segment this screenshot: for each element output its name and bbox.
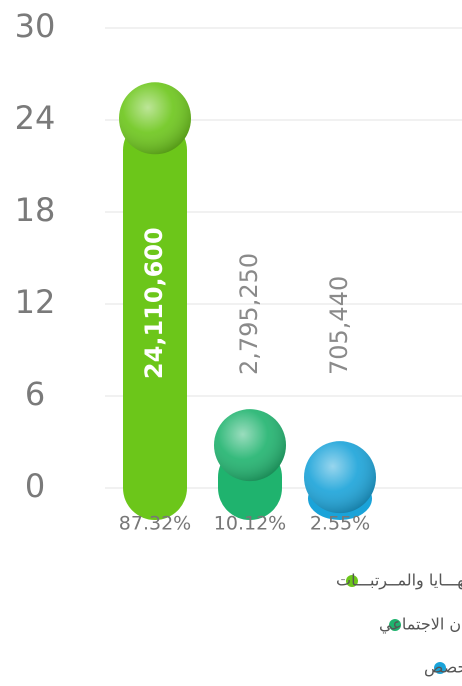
y-tick-label: 0	[25, 467, 45, 505]
legend-marker	[434, 662, 446, 674]
y-tick-label: 24	[15, 99, 56, 137]
y-tick-label: 6	[25, 375, 45, 413]
y-tick-label: 30	[15, 7, 56, 45]
y-tick-label: 12	[15, 283, 56, 321]
share-label: 2.55%	[310, 513, 370, 535]
bar-cap-shine	[214, 409, 286, 482]
share-label: 87.32%	[119, 513, 191, 535]
value-label: 24,110,600	[140, 227, 168, 379]
legend-marker	[346, 575, 358, 587]
legend-label: المهـــايا والمــرتبـــات	[336, 571, 462, 591]
bar	[123, 118, 187, 520]
legend-label: المساهمة في الضمان الاجتماعي	[379, 615, 462, 635]
y-tick-label: 18	[15, 191, 56, 229]
bar-cap-shine	[304, 441, 376, 514]
bar-cap-shine	[119, 82, 191, 155]
value-label: 705,440	[325, 276, 353, 375]
share-label: 10.12%	[214, 513, 286, 535]
legend-marker	[389, 619, 401, 631]
legend-label: مقابل العمل الإضافي والمحاضرات والحصص	[424, 658, 462, 678]
value-label: 2,795,250	[235, 253, 263, 375]
